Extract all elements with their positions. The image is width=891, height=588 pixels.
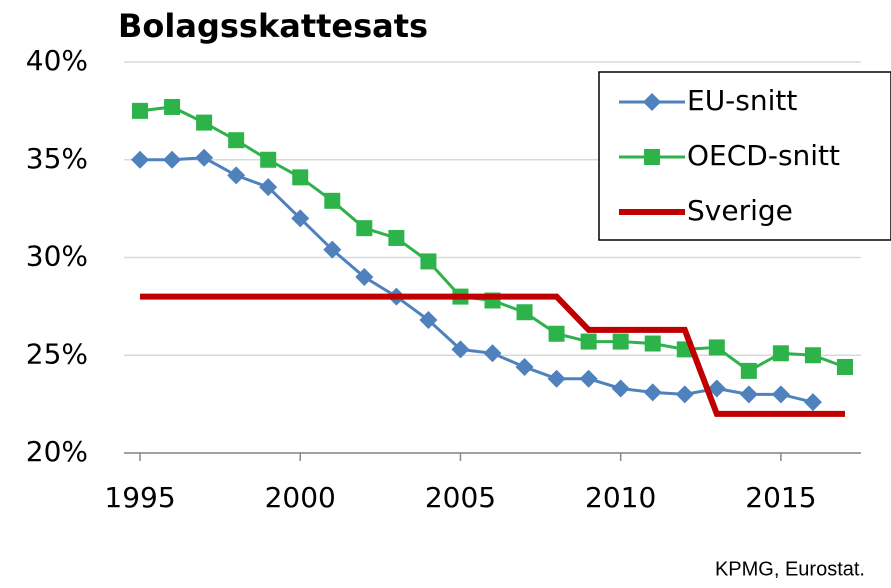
marker	[675, 385, 694, 404]
marker	[131, 150, 150, 169]
series-line	[140, 156, 814, 404]
marker	[516, 304, 533, 321]
marker	[259, 178, 278, 197]
marker	[196, 114, 213, 131]
y-tick-label: 35%	[26, 142, 88, 175]
y-tick-label: 20%	[26, 435, 88, 468]
marker	[644, 335, 661, 352]
marker	[163, 150, 182, 169]
marker	[644, 149, 660, 165]
marker	[356, 220, 373, 237]
legend-label: OECD-snitt	[687, 139, 840, 172]
x-tick-label: 2000	[265, 481, 336, 514]
marker	[836, 358, 853, 375]
marker	[580, 333, 597, 350]
marker	[612, 333, 629, 350]
marker	[707, 379, 726, 398]
marker	[708, 339, 725, 356]
marker	[772, 345, 789, 362]
marker	[292, 169, 309, 186]
marker	[804, 347, 821, 364]
y-tick-label: 40%	[26, 44, 88, 77]
marker	[483, 344, 502, 363]
marker	[643, 93, 661, 111]
marker	[548, 325, 565, 342]
marker	[803, 393, 822, 412]
legend: EU-snitt OECD-snitt Sverige	[598, 71, 891, 241]
marker	[771, 385, 790, 404]
marker	[515, 357, 534, 376]
legend-label: EU-snitt	[687, 84, 797, 117]
marker	[228, 132, 245, 149]
y-tick-label: 30%	[26, 240, 88, 273]
marker	[260, 151, 277, 168]
source: KPMG, Eurostat.	[715, 558, 865, 580]
x-tick-label: 1995	[104, 481, 175, 514]
marker	[420, 253, 437, 270]
marker	[132, 102, 149, 119]
x-tick-label: 2010	[585, 481, 656, 514]
marker	[291, 209, 310, 228]
legend-label: Sverige	[687, 194, 793, 227]
marker	[323, 240, 342, 259]
series-line	[140, 293, 845, 417]
marker	[740, 362, 757, 379]
marker	[611, 379, 630, 398]
marker	[547, 369, 566, 388]
marker	[643, 383, 662, 402]
y-tick-label: 25%	[26, 337, 88, 370]
marker	[388, 229, 405, 246]
marker	[227, 166, 246, 185]
x-tick-label: 2015	[745, 481, 816, 514]
marker	[739, 385, 758, 404]
marker	[579, 369, 598, 388]
marker	[355, 268, 374, 287]
chart-title: Bolagsskattesats	[118, 7, 428, 45]
x-tick-label: 2005	[425, 481, 496, 514]
marker	[324, 192, 341, 209]
marker	[419, 311, 438, 330]
marker	[451, 340, 470, 359]
marker	[164, 98, 181, 115]
marker	[195, 148, 214, 167]
